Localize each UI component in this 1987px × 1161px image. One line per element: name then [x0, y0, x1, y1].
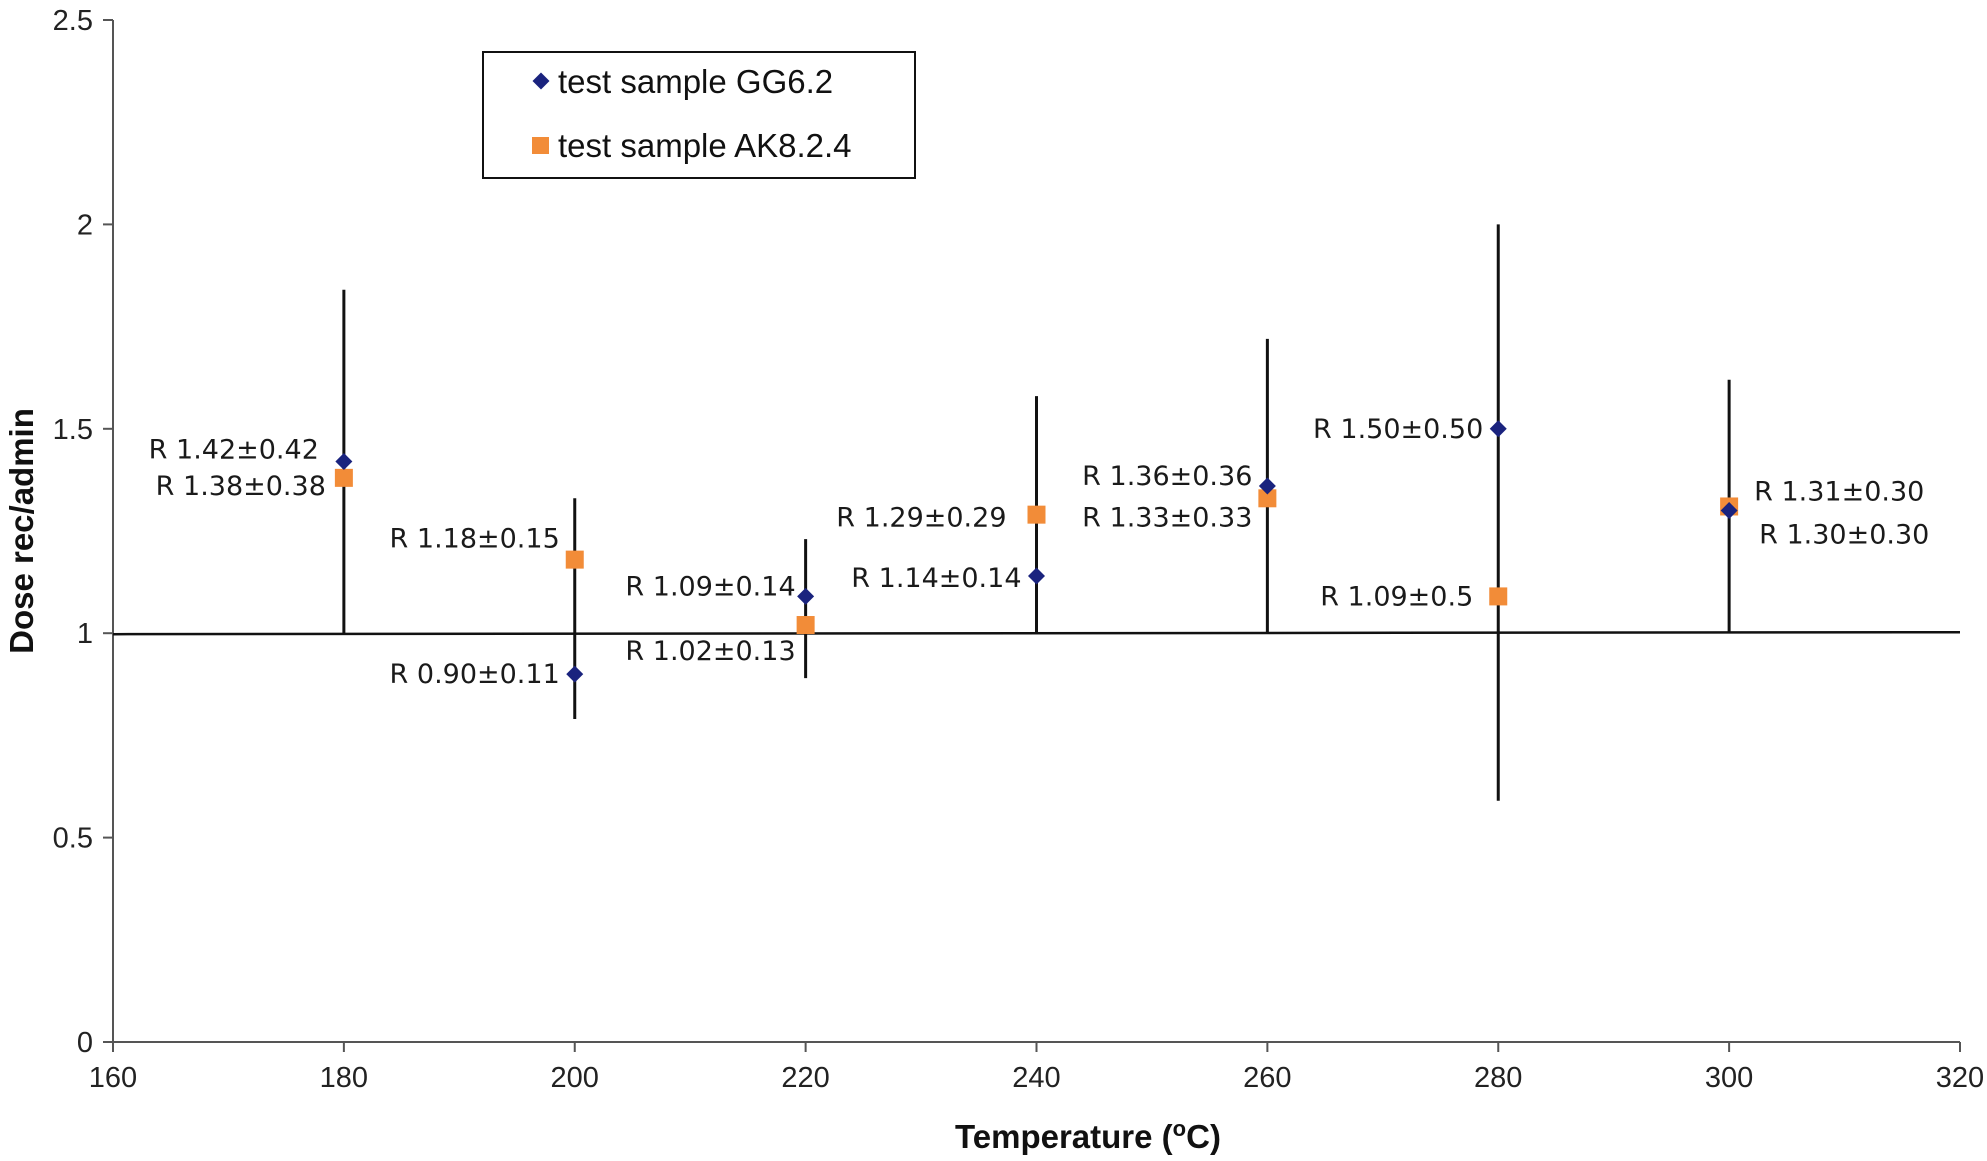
diamond-marker-gg6-2: [1258, 477, 1276, 495]
square-marker-ak8-2-4: [1258, 489, 1277, 508]
diamond-marker-gg6-2: [1028, 567, 1045, 585]
square-marker-ak8-2-4: [334, 468, 353, 487]
x-axis-title-superscript: o: [1173, 1116, 1186, 1141]
x-tick-label: 240: [1012, 1062, 1060, 1094]
legend-label-gg6-2: test sample GG6.2: [558, 63, 833, 100]
x-tick-label: 160: [89, 1062, 137, 1094]
x-tick-label: 220: [781, 1062, 829, 1094]
legend-marker-ak8-2-4: [532, 137, 549, 154]
data-label-gg6-2: R 1.50±0.50: [1313, 414, 1483, 445]
y-axis-title: Dose rec/admin: [3, 408, 40, 654]
diamond-marker-gg6-2: [797, 587, 815, 605]
diamond-marker-gg6-2: [1720, 502, 1738, 520]
square-marker-ak8-2-4: [796, 616, 815, 635]
diamond-marker-gg6-2: [566, 665, 584, 683]
x-tick-label: 200: [551, 1062, 599, 1094]
y-tick-label: 0: [77, 1027, 93, 1059]
data-label-ak8-2-4: R 1.31±0.30: [1754, 476, 1924, 507]
data-labels: R 1.42±0.42 R 0.90±0.11 R 1.09±0.14 R 1.14±…: [149, 414, 1930, 690]
data-label-gg6-2: R 1.30±0.30: [1759, 520, 1929, 551]
data-label-gg6-2: R 1.36±0.36: [1082, 461, 1252, 492]
x-tick-label: 180: [320, 1062, 368, 1094]
x-ticks: 160 180 200 220 240 260 280 300 320: [89, 1042, 1984, 1094]
legend-marker-gg6-2: [532, 72, 550, 90]
data-label-gg6-2: R 1.14±0.14: [851, 563, 1021, 594]
x-tick-label: 300: [1705, 1062, 1753, 1094]
square-marker-ak8-2-4: [1027, 505, 1046, 524]
data-label-ak8-2-4: R 1.09±0.5: [1320, 581, 1473, 612]
x-tick-label: 280: [1474, 1062, 1522, 1094]
data-label-ak8-2-4: R 1.29±0.29: [836, 503, 1006, 534]
legend: test sample GG6.2 test sample AK8.2.4: [482, 51, 916, 179]
y-tick-label: 2.5: [53, 5, 93, 37]
legend-box: [482, 51, 916, 179]
data-markers: [334, 420, 1739, 683]
x-tick-label: 260: [1243, 1062, 1291, 1094]
data-label-ak8-2-4: R 1.18±0.15: [390, 524, 560, 555]
square-marker-ak8-2-4: [1489, 587, 1508, 606]
square-marker-ak8-2-4: [565, 550, 584, 569]
legend-label-ak8-2-4: test sample AK8.2.4: [558, 127, 852, 164]
y-tick-label: 1: [77, 618, 93, 650]
y-tick-label: 2: [77, 209, 93, 241]
data-label-ak8-2-4: R 1.33±0.33: [1082, 502, 1252, 533]
data-label-gg6-2: R 1.09±0.14: [625, 571, 795, 602]
x-axis-title-prefix: Temperature (: [955, 1118, 1173, 1155]
y-tick-label: 1.5: [53, 414, 93, 446]
diamond-marker-gg6-2: [335, 453, 353, 471]
data-label-gg6-2: R 1.42±0.42: [149, 435, 319, 466]
data-label-ak8-2-4: R 1.38±0.38: [156, 471, 326, 502]
y-tick-label: 0.5: [53, 823, 93, 855]
x-tick-label: 320: [1936, 1062, 1984, 1094]
x-axis-title: Temperature (oC): [955, 1116, 1221, 1155]
y-ticks: 0 0.5 1 1.5 2 2.5: [53, 5, 113, 1059]
x-axis-title-suffix: C): [1186, 1118, 1221, 1155]
data-label-gg6-2: R 0.90±0.11: [390, 659, 560, 690]
data-label-ak8-2-4: R 1.02±0.13: [625, 636, 795, 667]
diamond-marker-gg6-2: [1489, 420, 1507, 438]
